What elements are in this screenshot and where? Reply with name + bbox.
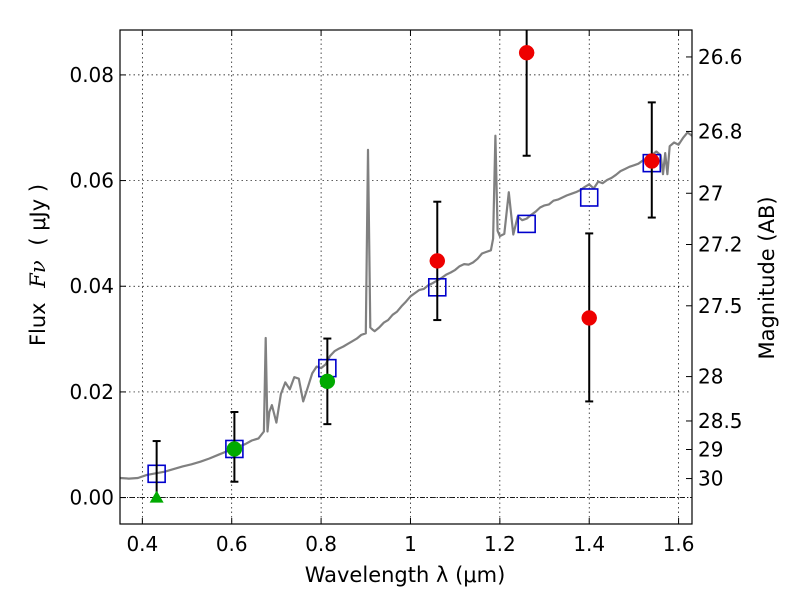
y-tick-label: 0.02 [69,380,114,404]
x-tick-label: 0.8 [305,532,337,556]
y2-axis-label: Magnitude (AB) [755,196,779,359]
observed-green-point [226,441,243,457]
y-axis-label-unit: ( μJy ) [26,184,50,246]
grid [120,30,692,524]
magnitude-tick-label: 27.5 [698,294,743,318]
x-tick-label: 0.4 [126,532,158,556]
magnitude-tick-label: 27.2 [698,233,743,257]
y-tick-label: 0.04 [69,274,114,298]
y-tick-label: 0.00 [69,486,114,510]
x-axis-label: Wavelength λ (μm) [305,563,506,587]
y-axis-label-symbol: Fν [26,260,50,289]
observed-red-point [518,44,535,61]
y-axis-label-prefix: Flux [26,302,50,346]
observed-red-point [581,310,597,326]
magnitude-tick-label: 28.5 [698,409,743,433]
model-photometry-square [517,214,536,234]
magnitude-tick-label: 29 [698,438,723,462]
axes-frame [119,29,693,525]
magnitude-tick-label: 26.6 [698,45,743,69]
x-tick-label: 1.2 [484,532,516,556]
magnitude-tick-label: 26.8 [698,119,743,143]
observed-red-point [644,153,660,169]
y-axis-label: Flux Fν ( μJy ) [26,184,50,346]
axis-ticks: 0.4 0.6 0.8 1 1.2 1.4 1.6 0.00 0.02 0.04 0.06 0.08 2… [69,30,743,556]
magnitude-tick-label: 27 [698,181,723,205]
upper-limit-triangle [149,490,164,503]
observed-green-point [319,373,336,390]
plot-area [120,30,692,503]
y-tick-label: 0.08 [69,63,114,87]
x-tick-label: 0.6 [216,532,248,556]
x-tick-label: 1.6 [663,532,695,556]
x-tick-label: 1 [404,532,417,556]
magnitude-tick-label: 30 [698,467,723,491]
magnitude-tick-label: 28 [698,365,723,389]
model-photometry-square [579,188,599,207]
x-tick-label: 1.4 [573,532,605,556]
y-tick-label: 0.06 [69,169,114,193]
observed-red-point [429,253,446,269]
